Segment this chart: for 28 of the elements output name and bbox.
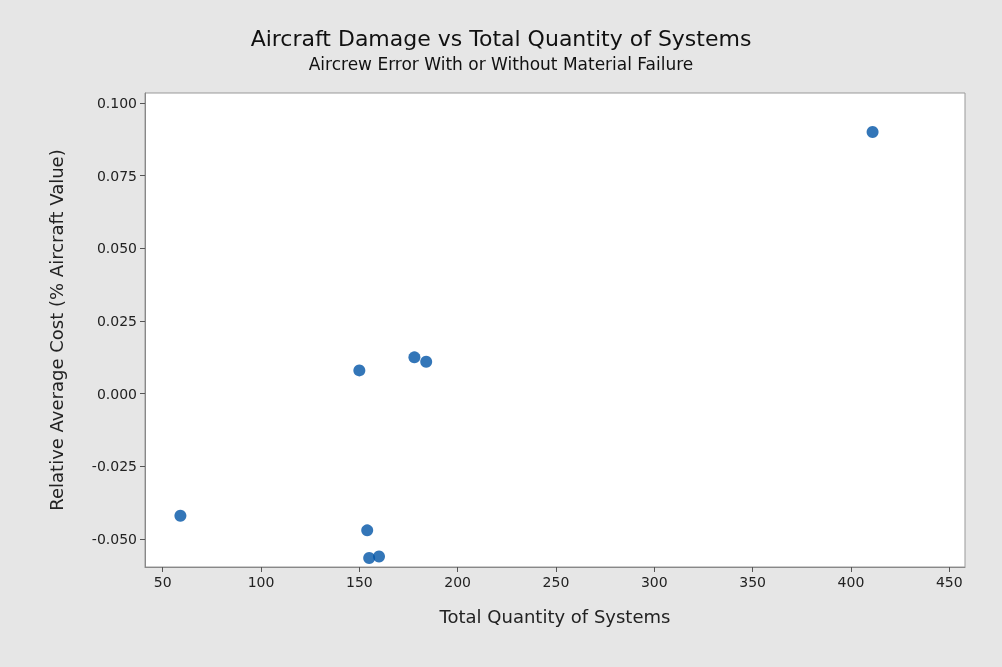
x-tick-label: 400 bbox=[837, 574, 865, 590]
chart-title: Aircraft Damage vs Total Quantity of Systems bbox=[250, 25, 752, 51]
y-tick-label: -0.025 bbox=[91, 458, 137, 475]
x-tick-label: 450 bbox=[935, 574, 963, 590]
point bbox=[373, 550, 385, 563]
x-tick-label: 200 bbox=[444, 574, 472, 590]
point bbox=[420, 355, 433, 368]
point bbox=[353, 364, 366, 377]
point bbox=[361, 524, 374, 537]
y-tick-label: 0.050 bbox=[96, 240, 137, 257]
point bbox=[408, 351, 421, 364]
chart-subtitle: Aircrew Error With or Without Material Failure bbox=[308, 53, 694, 74]
x-tick-label: 350 bbox=[739, 574, 766, 590]
y-tick-label: 0.025 bbox=[96, 312, 137, 329]
y-axis-title: Relative Average Cost (% Aircraft Value) bbox=[45, 149, 67, 511]
y-tick-label: 0.075 bbox=[96, 167, 137, 184]
y-tick-label: 0.100 bbox=[96, 94, 137, 111]
point bbox=[866, 125, 879, 138]
x-tick-label: 300 bbox=[640, 574, 668, 590]
y-tick-label: 0.000 bbox=[96, 385, 137, 402]
point bbox=[363, 551, 376, 564]
x-tick-label: 100 bbox=[247, 574, 275, 590]
x-tick-label: 50 bbox=[153, 574, 172, 590]
point bbox=[174, 509, 187, 522]
x-tick-label: 250 bbox=[542, 574, 570, 590]
x-tick-label: 150 bbox=[345, 574, 373, 590]
y-tick-label: -0.050 bbox=[91, 531, 137, 548]
x-axis-title: Total Quantity of Systems bbox=[438, 605, 671, 627]
